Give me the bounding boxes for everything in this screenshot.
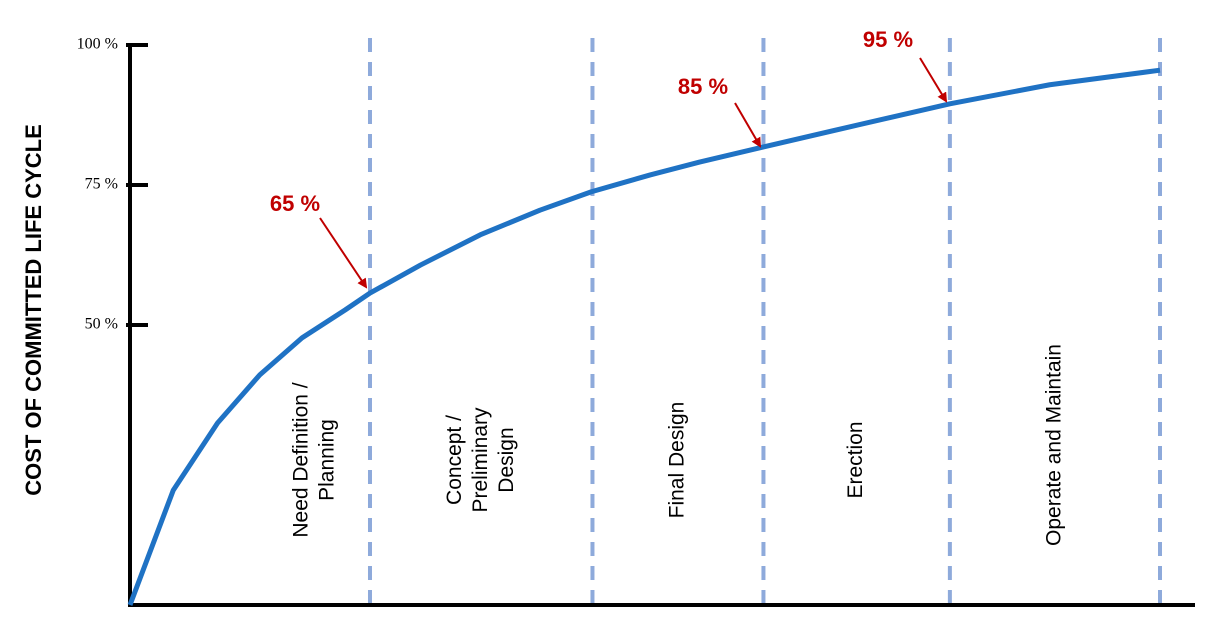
y-tick-label: 75 % — [85, 176, 118, 193]
phase-label: Concept / — [443, 415, 466, 505]
phase-label: Operate and Maintain — [1042, 344, 1065, 546]
phase-label: Final Design — [666, 402, 689, 519]
phase-label: Planning — [316, 419, 339, 501]
y-tick-label: 50 % — [85, 316, 118, 333]
y-axis-title: COST OF COMMITTED LIFE CYCLE — [21, 124, 46, 496]
annotation-arrow — [919, 57, 948, 103]
curve — [127, 67, 1161, 606]
phase-label: Design — [495, 427, 518, 492]
annotation-arrow — [319, 217, 368, 289]
annotation: 85 % — [678, 74, 728, 99]
annotation-arrow — [734, 102, 762, 148]
phase-label: Preliminary — [469, 407, 492, 513]
phase-label: Erection — [844, 421, 867, 498]
phase-label: Need Definition / — [290, 382, 313, 537]
y-tick-label: 100 % — [77, 36, 118, 53]
annotation: 95 % — [863, 27, 913, 52]
annotation: 65 % — [270, 191, 320, 216]
